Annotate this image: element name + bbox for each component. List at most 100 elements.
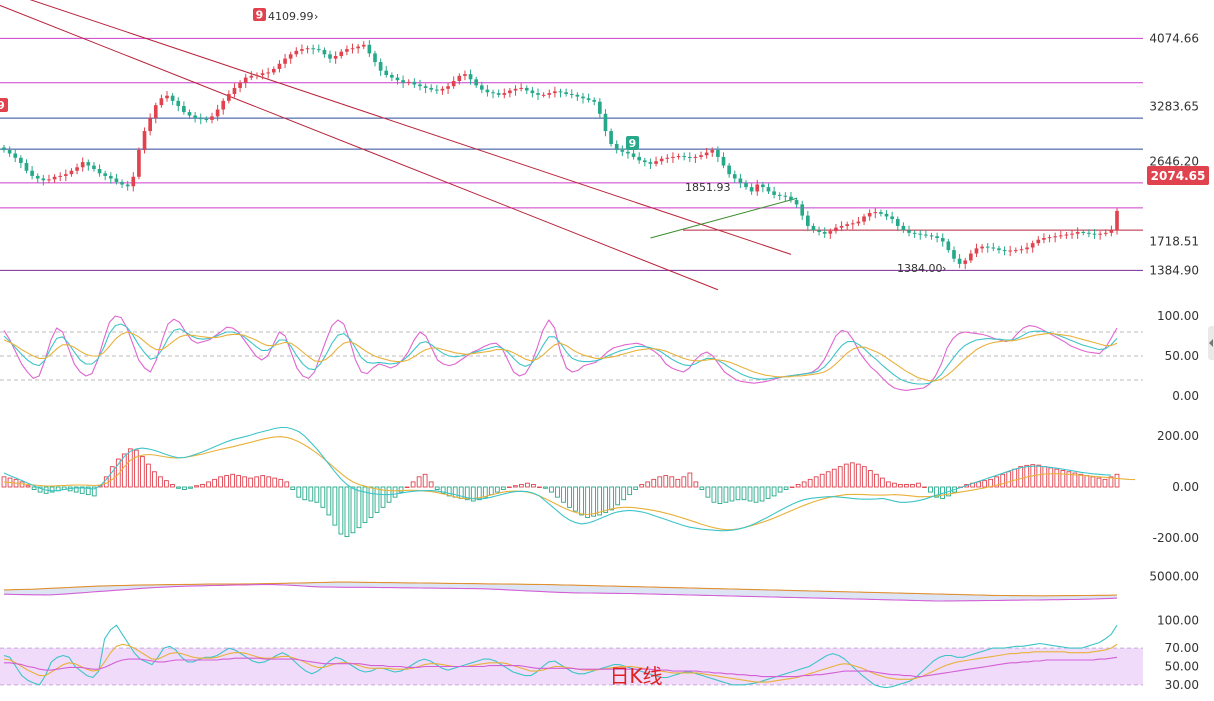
candle-body — [699, 155, 703, 157]
macd-bar — [37, 486, 43, 493]
macd-bar — [513, 485, 518, 488]
candle-body — [1064, 234, 1069, 236]
macd-bar — [344, 486, 350, 538]
macd-bar — [1078, 473, 1084, 488]
td-marker-mid: 9 — [626, 136, 639, 150]
candle-body — [64, 174, 68, 176]
macd-bar — [278, 478, 284, 488]
candle-body — [260, 73, 265, 75]
candle-body — [423, 86, 428, 88]
macd-bar — [506, 486, 512, 488]
candle-body — [474, 79, 479, 86]
macd-bar — [146, 463, 151, 488]
macd-bar — [212, 478, 217, 488]
macd-bar — [206, 481, 211, 488]
macd-bar — [482, 486, 488, 498]
macd-axis: 200.00 0.00 -200.00 — [1153, 429, 1199, 545]
candle-body — [435, 89, 439, 91]
td-marker-mid-box — [626, 136, 639, 150]
candle-body — [215, 109, 220, 117]
macd-bar — [434, 486, 440, 490]
macd-bar — [248, 477, 254, 488]
candle-body — [648, 162, 653, 164]
candle-body — [879, 212, 883, 214]
candle-body — [946, 241, 951, 251]
candle-body — [153, 105, 158, 119]
macd-bar — [266, 476, 272, 488]
candle-body — [142, 131, 147, 151]
candle-body — [114, 178, 119, 182]
macd-bar — [675, 478, 681, 488]
kdj-axis-tick-1: 50.00 — [1165, 349, 1199, 363]
candle-body — [513, 88, 518, 91]
candle-body — [811, 225, 816, 231]
macd-bar — [73, 486, 79, 493]
candle-body — [97, 169, 102, 174]
macd-axis-tick-1: 0.00 — [1172, 480, 1199, 494]
macd-bar — [422, 473, 428, 488]
candle-body — [277, 63, 282, 69]
macd-bar — [1066, 471, 1072, 488]
macd-bar — [320, 486, 326, 508]
candle-body — [541, 94, 546, 96]
candle-body — [524, 87, 529, 91]
macd-bar — [873, 473, 879, 488]
candle-body — [148, 118, 152, 132]
macd-bar — [464, 486, 470, 501]
candle-body — [345, 49, 349, 52]
macd-bar — [242, 476, 248, 488]
macd-bar — [356, 486, 362, 529]
macd-bar — [428, 481, 434, 488]
macd-lines — [3, 426, 1136, 532]
macd-bar — [236, 475, 242, 488]
candle-body — [35, 175, 40, 179]
macd-bar — [753, 486, 759, 503]
candle-body — [69, 170, 74, 175]
rsi-axis-tick-2: 50.00 — [1165, 659, 1199, 673]
bands-axis-tick-0: 5000.00 — [1149, 569, 1199, 583]
macd-bar — [765, 486, 771, 499]
candle-body — [182, 106, 186, 113]
candle-body — [822, 231, 827, 234]
chart-caption: 日K线 — [609, 664, 662, 688]
candle-body — [131, 176, 136, 187]
rsi-series-0 — [3, 624, 1118, 689]
candle-body — [957, 258, 962, 264]
candle-body — [1047, 237, 1052, 239]
candle-body — [755, 184, 760, 192]
macd-bar — [182, 486, 187, 490]
candle-body — [890, 216, 894, 220]
macd-bar — [31, 486, 37, 490]
macd-bar — [272, 477, 278, 488]
chevron-left-icon[interactable] — [1208, 326, 1214, 360]
candle-body — [1092, 233, 1097, 235]
macd-bar — [807, 478, 813, 488]
rsi-axis-tick-0: 100.00 — [1157, 614, 1199, 628]
candle-body — [47, 179, 51, 181]
candle-body — [479, 85, 484, 90]
macd-bar — [1000, 473, 1006, 488]
candle-body — [108, 175, 113, 179]
candle-body — [969, 253, 973, 261]
candle-body — [1103, 232, 1108, 234]
macd-bar — [224, 475, 229, 488]
candle-body — [485, 89, 490, 93]
macd-bar — [362, 486, 368, 524]
macd-bar — [127, 448, 133, 488]
candle-body — [845, 224, 850, 226]
candle-body — [519, 87, 523, 89]
macd-bar — [669, 476, 675, 488]
macd-series-0 — [3, 436, 1136, 531]
rsi-panel: 100.00 70.00 50.00 30.00 日K线 — [0, 614, 1199, 692]
candle-body — [328, 54, 332, 59]
macd-bar — [627, 486, 633, 496]
macd-bar — [747, 486, 753, 502]
candle-body — [322, 49, 327, 55]
candle-body — [592, 100, 597, 102]
macd-bar — [500, 486, 506, 490]
candle-body — [985, 246, 990, 248]
macd-bar — [910, 484, 915, 488]
macd-bar — [109, 466, 115, 488]
candle-body — [120, 181, 124, 185]
